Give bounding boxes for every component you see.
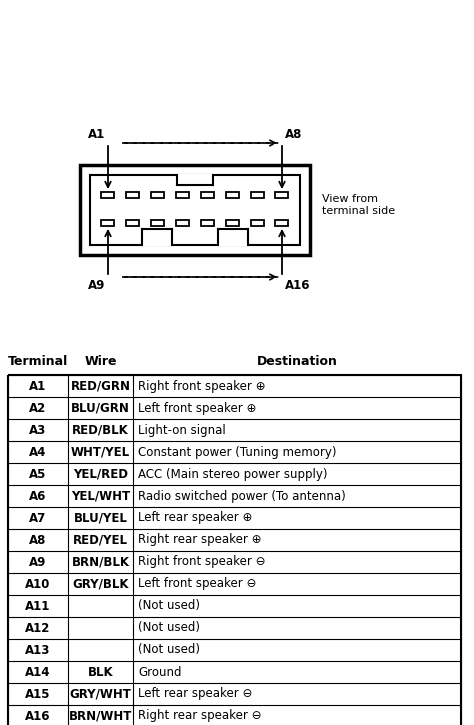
Text: A7: A7 bbox=[29, 512, 46, 524]
Text: A8: A8 bbox=[29, 534, 46, 547]
Text: GRY/BLK: GRY/BLK bbox=[72, 578, 129, 590]
Bar bbox=[8, 595, 461, 617]
Text: A15: A15 bbox=[25, 687, 51, 700]
Bar bbox=[8, 573, 461, 595]
Bar bbox=[142, 228, 172, 246]
Bar bbox=[8, 397, 461, 419]
Text: Right rear speaker ⊖: Right rear speaker ⊖ bbox=[138, 710, 262, 723]
Text: Wire: Wire bbox=[84, 355, 117, 368]
Bar bbox=[201, 192, 214, 198]
Text: BLU/YEL: BLU/YEL bbox=[73, 512, 128, 524]
Text: View from
terminal side: View from terminal side bbox=[322, 194, 395, 216]
Text: A14: A14 bbox=[25, 666, 51, 679]
Bar bbox=[8, 375, 461, 725]
Text: BLK: BLK bbox=[88, 666, 113, 679]
Text: Destination: Destination bbox=[256, 355, 337, 368]
Text: (Not used): (Not used) bbox=[138, 621, 200, 634]
Text: (Not used): (Not used) bbox=[138, 600, 200, 613]
Text: A3: A3 bbox=[29, 423, 46, 436]
Bar bbox=[218, 228, 248, 246]
Text: BRN/WHT: BRN/WHT bbox=[69, 710, 132, 723]
Bar bbox=[8, 683, 461, 705]
Text: A9: A9 bbox=[29, 555, 46, 568]
Bar bbox=[90, 175, 300, 245]
Text: A10: A10 bbox=[25, 578, 51, 590]
Text: A16: A16 bbox=[285, 279, 310, 292]
Bar bbox=[201, 220, 214, 226]
Bar bbox=[151, 220, 164, 226]
Text: (Not used): (Not used) bbox=[138, 644, 200, 657]
Text: Right front speaker ⊕: Right front speaker ⊕ bbox=[138, 379, 265, 392]
Text: Left rear speaker ⊖: Left rear speaker ⊖ bbox=[138, 687, 252, 700]
Bar bbox=[8, 419, 461, 441]
Bar bbox=[251, 220, 264, 226]
Text: Radio switched power (To antenna): Radio switched power (To antenna) bbox=[138, 489, 346, 502]
Text: Left front speaker ⊕: Left front speaker ⊕ bbox=[138, 402, 256, 415]
Text: A8: A8 bbox=[285, 128, 302, 141]
Text: RED/YEL: RED/YEL bbox=[73, 534, 128, 547]
Text: RED/GRN: RED/GRN bbox=[71, 379, 130, 392]
Text: A1: A1 bbox=[88, 128, 105, 141]
Bar bbox=[177, 174, 213, 186]
Text: A9: A9 bbox=[88, 279, 105, 292]
Text: A12: A12 bbox=[25, 621, 51, 634]
Text: A6: A6 bbox=[29, 489, 46, 502]
Bar bbox=[275, 192, 289, 198]
Bar bbox=[8, 375, 461, 397]
Text: YEL/WHT: YEL/WHT bbox=[71, 489, 130, 502]
Bar bbox=[8, 639, 461, 661]
Text: A5: A5 bbox=[29, 468, 46, 481]
Bar bbox=[8, 661, 461, 683]
Text: Ground: Ground bbox=[138, 666, 182, 679]
Bar bbox=[8, 617, 461, 639]
Text: Left rear speaker ⊕: Left rear speaker ⊕ bbox=[138, 512, 252, 524]
Bar bbox=[151, 192, 164, 198]
Bar bbox=[101, 220, 115, 226]
Bar bbox=[127, 220, 139, 226]
Bar bbox=[8, 551, 461, 573]
Bar bbox=[176, 220, 189, 226]
Bar bbox=[275, 220, 289, 226]
Bar bbox=[127, 192, 139, 198]
Bar bbox=[226, 220, 239, 226]
Bar bbox=[226, 192, 239, 198]
Text: YEL/RED: YEL/RED bbox=[73, 468, 128, 481]
Text: BRN/BLK: BRN/BLK bbox=[72, 555, 129, 568]
Bar bbox=[251, 192, 264, 198]
Bar bbox=[8, 485, 461, 507]
Text: A2: A2 bbox=[29, 402, 46, 415]
Text: Terminal: Terminal bbox=[8, 355, 68, 368]
Text: BLU/GRN: BLU/GRN bbox=[71, 402, 130, 415]
FancyBboxPatch shape bbox=[80, 165, 310, 255]
Bar bbox=[101, 192, 115, 198]
Text: A16: A16 bbox=[25, 710, 51, 723]
Text: WHT/YEL: WHT/YEL bbox=[71, 445, 130, 458]
Text: A1: A1 bbox=[29, 379, 46, 392]
Bar bbox=[8, 529, 461, 551]
Text: Constant power (Tuning memory): Constant power (Tuning memory) bbox=[138, 445, 337, 458]
Text: A4: A4 bbox=[29, 445, 46, 458]
Bar bbox=[8, 705, 461, 725]
Text: GRY/WHT: GRY/WHT bbox=[70, 687, 131, 700]
Text: A11: A11 bbox=[25, 600, 51, 613]
Text: Right front speaker ⊖: Right front speaker ⊖ bbox=[138, 555, 265, 568]
Bar bbox=[8, 441, 461, 463]
Text: Left front speaker ⊖: Left front speaker ⊖ bbox=[138, 578, 256, 590]
Bar bbox=[8, 463, 461, 485]
Text: RED/BLK: RED/BLK bbox=[72, 423, 129, 436]
Text: ACC (Main stereo power supply): ACC (Main stereo power supply) bbox=[138, 468, 328, 481]
Bar bbox=[8, 507, 461, 529]
Bar bbox=[176, 192, 189, 198]
Text: Light-on signal: Light-on signal bbox=[138, 423, 226, 436]
Text: Right rear speaker ⊕: Right rear speaker ⊕ bbox=[138, 534, 262, 547]
Text: A13: A13 bbox=[25, 644, 51, 657]
